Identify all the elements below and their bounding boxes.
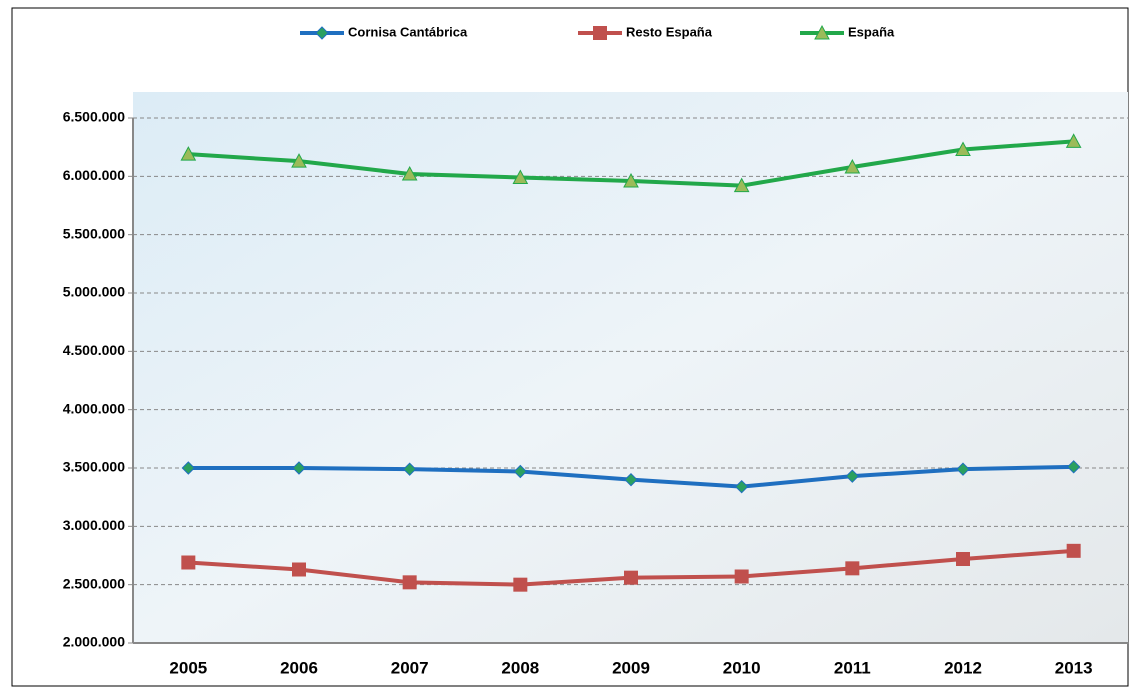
x-tick-label: 2011	[834, 658, 871, 677]
marker	[956, 552, 970, 566]
marker	[181, 555, 196, 570]
marker	[734, 479, 749, 494]
marker	[814, 24, 830, 40]
marker	[513, 464, 528, 479]
y-tick-label: 6.000.000	[63, 167, 125, 183]
y-tick-label: 6.500.000	[63, 109, 125, 125]
marker	[844, 158, 861, 174]
marker	[1066, 543, 1081, 558]
marker	[292, 461, 306, 475]
marker	[401, 165, 418, 181]
marker	[733, 177, 750, 193]
y-tick-label: 5.000.000	[63, 284, 125, 300]
marker	[624, 570, 638, 585]
marker	[402, 462, 417, 476]
marker	[315, 26, 329, 40]
legend-label: Resto España	[626, 24, 713, 39]
marker	[624, 472, 638, 487]
marker	[1065, 133, 1082, 148]
x-tick-label: 2005	[169, 658, 207, 677]
marker	[845, 469, 860, 483]
marker	[513, 577, 528, 592]
x-tick-label: 2013	[1055, 658, 1093, 677]
marker	[402, 575, 417, 590]
x-tick-label: 2012	[944, 658, 982, 677]
y-tick-label: 3.000.000	[63, 517, 125, 533]
marker	[956, 462, 970, 476]
marker	[292, 562, 306, 577]
legend-label: Cornisa Cantábrica	[348, 24, 468, 39]
x-tick-label: 2006	[280, 658, 318, 677]
y-tick-label: 4.000.000	[63, 400, 125, 416]
marker	[512, 169, 529, 184]
marker	[180, 146, 197, 161]
marker	[181, 461, 196, 475]
y-tick-label: 5.500.000	[63, 225, 125, 241]
marker	[623, 172, 639, 188]
marker	[593, 26, 607, 40]
marker	[955, 141, 971, 156]
y-tick-label: 4.500.000	[63, 342, 125, 358]
x-tick-label: 2010	[723, 658, 761, 677]
x-tick-label: 2007	[391, 658, 429, 677]
x-tick-label: 2009	[612, 658, 650, 677]
marker	[845, 561, 860, 576]
y-tick-label: 2.500.000	[63, 575, 125, 591]
y-tick-label: 2.000.000	[63, 634, 125, 650]
marker	[291, 153, 307, 168]
marker	[734, 569, 749, 584]
y-tick-label: 3.500.000	[63, 459, 125, 475]
marker	[1066, 460, 1081, 474]
x-tick-label: 2008	[501, 658, 539, 677]
legend-label: España	[848, 24, 895, 39]
